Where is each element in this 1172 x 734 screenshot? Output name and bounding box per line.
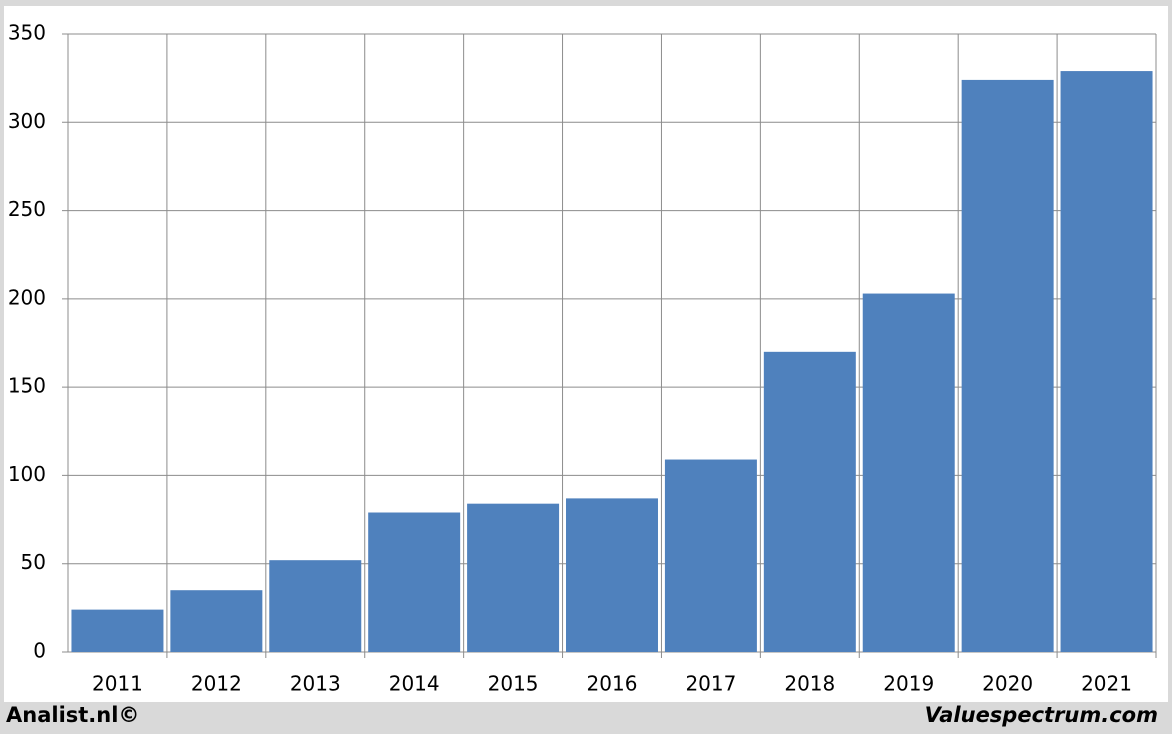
bar bbox=[566, 498, 658, 652]
y-tick-label: 200 bbox=[8, 285, 46, 309]
x-tick-label: 2020 bbox=[982, 672, 1033, 696]
bar bbox=[1060, 71, 1153, 652]
x-tick-label: 2017 bbox=[685, 672, 736, 696]
y-tick-label: 100 bbox=[8, 462, 46, 486]
bar bbox=[368, 512, 461, 652]
credit-right: Valuespectrum.com bbox=[925, 703, 1158, 727]
y-tick-label: 150 bbox=[8, 374, 46, 398]
bar bbox=[862, 293, 955, 652]
bar bbox=[763, 351, 856, 652]
bar bbox=[170, 590, 263, 652]
x-tick-label: 2018 bbox=[784, 672, 835, 696]
y-tick-label: 300 bbox=[8, 109, 46, 133]
x-tick-label: 2015 bbox=[488, 672, 539, 696]
x-tick-label: 2013 bbox=[290, 672, 341, 696]
credit-left: Analist.nl© bbox=[6, 703, 139, 727]
y-tick-label: 50 bbox=[21, 550, 46, 574]
bar bbox=[961, 79, 1054, 652]
y-tick-label: 350 bbox=[8, 21, 46, 45]
x-tick-label: 2016 bbox=[587, 672, 638, 696]
x-tick-label: 2011 bbox=[92, 672, 143, 696]
x-tick-label: 2021 bbox=[1081, 672, 1132, 696]
bar bbox=[269, 560, 362, 652]
bar bbox=[71, 609, 164, 652]
bar bbox=[467, 503, 560, 652]
y-tick-label: 0 bbox=[33, 639, 46, 663]
x-tick-label: 2019 bbox=[883, 672, 934, 696]
y-tick-label: 250 bbox=[8, 197, 46, 221]
bar bbox=[664, 459, 757, 652]
x-tick-label: 2012 bbox=[191, 672, 242, 696]
x-tick-label: 2014 bbox=[389, 672, 440, 696]
